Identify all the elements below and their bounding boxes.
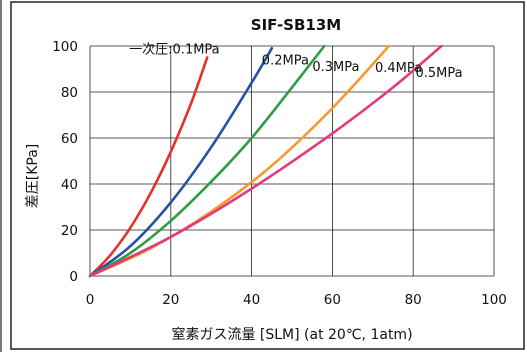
series-line <box>88 44 443 278</box>
series-label: 0.4MPa <box>375 61 422 76</box>
grid-layer <box>89 45 495 277</box>
x-tick-label: 80 <box>405 292 422 308</box>
x-axis-title: 窒素ガス流量 [SLM] (at 20℃, 1atm) <box>171 326 412 343</box>
y-tick-label: 0 <box>69 269 78 285</box>
series-line <box>88 47 274 278</box>
series-line <box>88 44 326 278</box>
x-tick-label: 20 <box>162 292 179 308</box>
x-tick-label: 100 <box>481 292 507 308</box>
series-layer <box>88 44 443 278</box>
series-line <box>88 56 209 278</box>
y-tick-label: 80 <box>61 85 78 101</box>
x-tick-label: 40 <box>243 292 260 308</box>
y-axis-title: 差圧[KPa] <box>25 144 41 209</box>
tick-layer: 0 20 40 60 80 100 0 20 40 60 80 100 <box>52 39 507 308</box>
y-tick-label: 60 <box>61 131 78 147</box>
y-tick-label: 100 <box>52 39 78 55</box>
series-label: 0.3MPa <box>312 60 359 75</box>
chart-title: SIF-SB13M <box>251 16 341 34</box>
series-label: 0.5MPa <box>415 66 462 81</box>
x-tick-label: 0 <box>86 292 95 308</box>
series-label: 0.2MPa <box>262 53 309 68</box>
chart-frame <box>10 1 525 350</box>
y-tick-label: 20 <box>61 223 78 239</box>
series-label: 一次圧:0.1MPa <box>129 42 220 58</box>
x-tick-label: 60 <box>324 292 341 308</box>
y-tick-label: 40 <box>61 177 78 193</box>
